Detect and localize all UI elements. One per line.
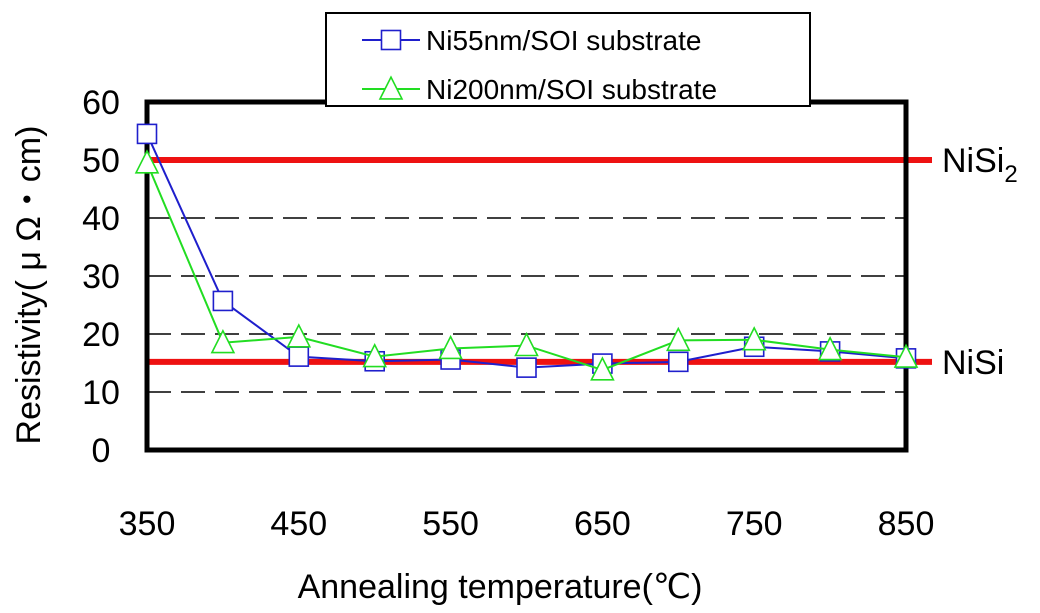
data-point <box>817 335 843 361</box>
data-point <box>362 342 387 368</box>
reference-line-labels: NiSi2 NiSi <box>942 142 1018 382</box>
data-point <box>210 329 236 354</box>
x-axis-title: Annealing temperature(℃) <box>298 568 703 606</box>
legend-marker <box>380 29 402 51</box>
x-tick-label: 450 <box>270 505 327 543</box>
data-point <box>136 123 158 145</box>
x-tick-label: 650 <box>574 505 631 543</box>
legend-label: Ni200nm/SOI substrate <box>426 74 717 105</box>
legend-marker <box>378 75 404 100</box>
data-point <box>514 331 539 357</box>
data-point <box>516 357 537 378</box>
reference-line-label: NiSi2 <box>942 142 1018 188</box>
y-tick-label: 0 <box>92 432 111 470</box>
legend-item: Ni55nm/SOI substrate <box>362 25 701 56</box>
data-point <box>893 343 919 368</box>
y-axis-title: Resistivity( μ Ω・cm) <box>10 126 48 445</box>
data-point <box>590 356 615 381</box>
y-tick-label: 20 <box>82 316 120 354</box>
y-tick-label: 50 <box>82 142 120 180</box>
legend-label: Ni55nm/SOI substrate <box>426 25 701 56</box>
data-point <box>666 326 691 352</box>
y-tick-labels: 0 10 20 30 40 50 60 <box>82 84 120 470</box>
y-tick-label: 60 <box>82 84 120 122</box>
reference-lines <box>147 157 932 365</box>
data-point <box>438 334 463 360</box>
x-tick-label: 550 <box>422 505 479 543</box>
data-point <box>212 290 234 312</box>
data-point <box>288 346 310 367</box>
y-tick-label: 10 <box>82 374 120 412</box>
data-point <box>134 149 160 174</box>
series-2 <box>134 149 919 381</box>
gridlines <box>147 159 906 393</box>
y-tick-label: 40 <box>82 200 120 238</box>
reference-line-label: NiSi <box>942 344 1004 382</box>
legend-box <box>325 12 811 107</box>
legend: Ni55nm/SOI substrate Ni200nm/SOI substrat… <box>325 12 811 107</box>
x-tick-label: 850 <box>878 505 935 543</box>
data-point <box>286 323 312 348</box>
y-tick-label: 30 <box>82 258 120 296</box>
data-point <box>741 326 767 351</box>
series-layer <box>134 123 919 381</box>
data-point <box>667 351 689 373</box>
legend-item: Ni200nm/SOI substrate <box>362 74 717 105</box>
x-tick-labels: 350 450 550 650 750 850 <box>119 505 935 543</box>
x-tick-label: 750 <box>726 505 783 543</box>
x-tick-label: 350 <box>119 505 176 543</box>
